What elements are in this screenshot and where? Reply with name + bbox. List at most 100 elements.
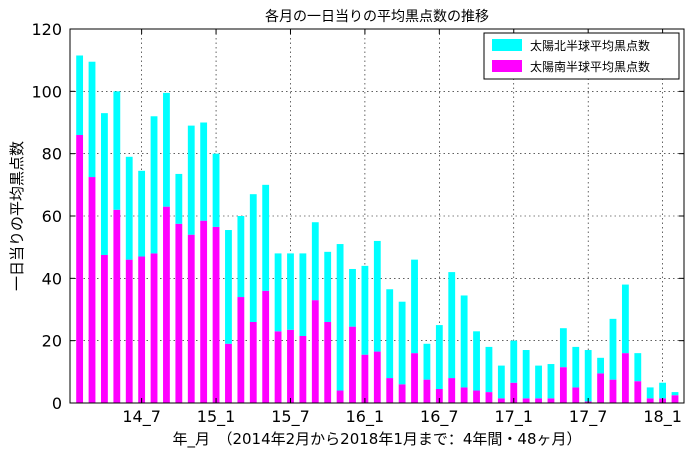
x-tick-label: 18_1 <box>643 407 682 427</box>
bar-north <box>535 365 542 399</box>
bar-north <box>485 346 493 393</box>
bar-north <box>125 156 133 260</box>
legend-swatch-south <box>492 60 522 72</box>
bar-south <box>212 226 220 403</box>
bars-layer <box>76 55 679 403</box>
bar-north <box>150 116 158 254</box>
bar-north <box>646 387 654 399</box>
bar-north <box>311 222 319 301</box>
bar-north <box>361 265 369 355</box>
bar-south <box>497 398 505 403</box>
bar-south <box>175 223 183 403</box>
bar-south <box>411 353 418 403</box>
bar-south <box>324 321 332 403</box>
bar-north <box>200 122 208 221</box>
bar-south <box>311 300 319 403</box>
bar-south <box>349 326 356 403</box>
bar-north <box>497 365 505 399</box>
bar-north <box>163 92 170 207</box>
bar-south <box>621 353 629 403</box>
bar-north <box>287 253 294 330</box>
bar-south <box>597 373 604 403</box>
bar-north <box>460 295 468 388</box>
ticks-layer: 0 20 40 60 80 100 120 14_7 15_1 15_7 16_1 16_7 17_1 1… <box>31 20 684 427</box>
bar-north <box>225 230 232 344</box>
bar-south <box>113 209 121 403</box>
bar-south <box>76 134 84 403</box>
bar-south <box>249 321 257 403</box>
bar-north <box>659 382 667 399</box>
bar-north <box>187 125 195 235</box>
bar-south <box>572 387 580 403</box>
bar-north <box>175 173 183 224</box>
y-tick-label: 20 <box>42 332 62 351</box>
bar-north <box>572 346 580 388</box>
bar-north <box>212 153 220 227</box>
y-tick-label: 40 <box>42 269 62 288</box>
bar-south <box>88 177 96 403</box>
bar-south <box>386 378 394 403</box>
bar-south <box>634 381 642 403</box>
bar-north <box>423 343 431 380</box>
x-tick-label: 17_7 <box>569 407 608 427</box>
bar-north <box>101 113 108 255</box>
bar-north <box>435 325 443 389</box>
x-tick-label: 16_1 <box>346 407 385 427</box>
bar-north <box>138 170 146 257</box>
bar-south <box>287 329 294 403</box>
bar-south <box>460 387 468 403</box>
bar-north <box>547 364 555 399</box>
bar-north <box>274 253 282 332</box>
bar-north <box>398 301 406 385</box>
bar-south <box>485 392 493 403</box>
legend-label-south: 太陽南半球平均黒点数 <box>530 59 650 74</box>
bar-north <box>386 289 394 379</box>
bar-north <box>473 331 480 391</box>
bar-south <box>125 259 133 403</box>
bar-south <box>510 382 518 403</box>
legend-label-north: 太陽北半球平均黒点数 <box>530 38 650 53</box>
bar-south <box>361 354 369 403</box>
bar-south <box>262 290 270 403</box>
y-tick-label: 80 <box>42 145 62 164</box>
bar-south <box>200 220 208 403</box>
bar-south <box>336 390 344 403</box>
chart-title: 各月の一日当りの平均黒点数の推移 <box>265 9 489 25</box>
y-axis-label: 一日当りの平均黒点数 <box>8 141 26 291</box>
x-tick-label: 14_7 <box>122 407 161 427</box>
bar-north <box>510 340 518 383</box>
bar-south <box>448 378 456 403</box>
bar-south <box>187 234 195 403</box>
x-axis-label: 年_月 （2014年2月から2018年1月まで：4年間・48ヶ月） <box>172 430 581 449</box>
bar-north <box>634 353 642 382</box>
bar-north <box>609 318 617 380</box>
x-tick-label: 15_7 <box>271 407 310 427</box>
bar-south <box>101 254 108 403</box>
bar-south <box>398 384 406 403</box>
bar-south <box>299 335 307 403</box>
bar-north <box>299 253 307 336</box>
bar-north <box>597 357 604 374</box>
bar-south <box>473 390 480 403</box>
bar-south <box>671 395 679 403</box>
bar-south <box>373 351 381 403</box>
bar-north <box>76 55 84 135</box>
y-tick-label: 100 <box>31 82 62 101</box>
bar-south <box>138 256 146 403</box>
x-tick-label: 17_1 <box>494 407 533 427</box>
bar-north <box>336 244 344 391</box>
bar-north <box>373 240 381 352</box>
legend: 太陽北半球平均黒点数 太陽南半球平均黒点数 <box>483 32 680 80</box>
bar-south <box>535 398 542 403</box>
bar-south <box>559 367 567 403</box>
bar-north <box>411 259 418 354</box>
x-tick-label: 15_1 <box>197 407 236 427</box>
bar-south <box>274 331 282 403</box>
bar-south <box>423 379 431 403</box>
bar-south <box>163 206 170 403</box>
bar-south <box>225 343 232 403</box>
bar-south <box>609 379 617 403</box>
bar-north <box>237 216 245 298</box>
bar-south <box>237 297 245 403</box>
